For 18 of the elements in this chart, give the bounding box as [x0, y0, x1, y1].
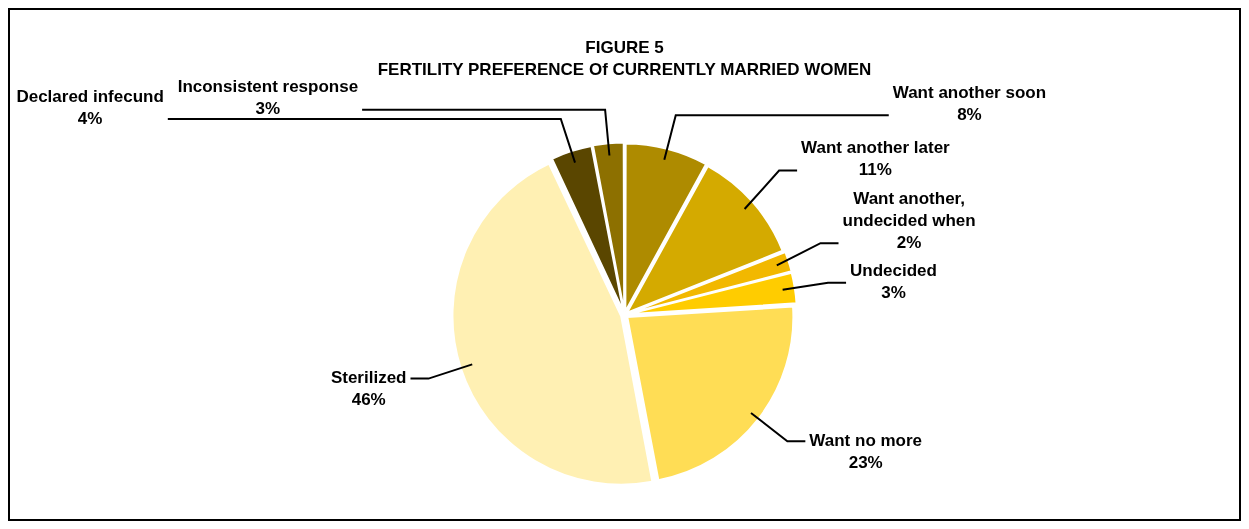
slice-label: Undecided	[850, 261, 937, 281]
slice-label: Want another, undecided when	[842, 188, 976, 230]
chart-title: FIGURE 5	[585, 37, 664, 57]
chart-subtitle: FERTILITY PREFERENCE Of CURRENTLY MARRIED WOMEN	[377, 60, 872, 80]
slice-label: Sterilized	[330, 368, 407, 388]
data-label: 23%	[848, 452, 883, 472]
data-label: 3%	[255, 99, 281, 119]
slice-label: Declared infecund	[16, 86, 164, 106]
slice-label: Want no more	[809, 430, 923, 450]
slice-label: Inconsistent response	[177, 77, 359, 97]
slice-label: Want another later	[801, 138, 951, 158]
data-label: 8%	[957, 104, 982, 124]
slice-label: Want another soon	[892, 82, 1047, 102]
data-label: 2%	[896, 232, 922, 252]
data-label: 3%	[881, 283, 906, 303]
data-label: 4%	[77, 108, 103, 128]
data-label: 11%	[858, 160, 892, 180]
data-label: 46%	[351, 390, 386, 410]
